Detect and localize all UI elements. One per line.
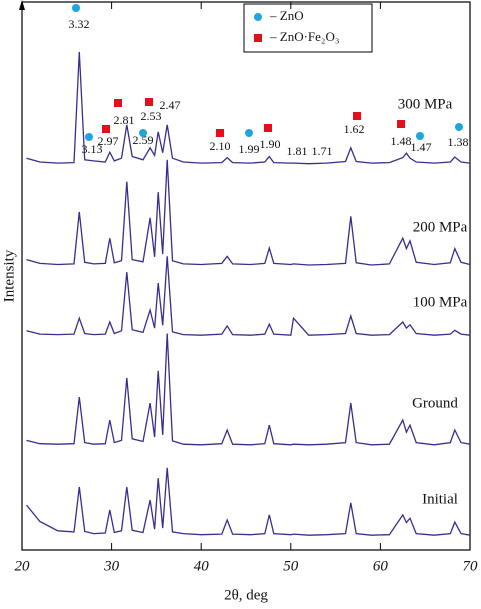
legend-label: – ZnO·Fe₂O₃ bbox=[269, 29, 339, 44]
trace-label: 300 MPa bbox=[398, 96, 453, 112]
trace-label: Initial bbox=[422, 491, 458, 507]
peak-label: 2.97 bbox=[98, 134, 119, 148]
peak-label: 2.53 bbox=[141, 109, 162, 123]
phase-marker bbox=[72, 4, 80, 12]
phase-marker bbox=[102, 125, 110, 133]
legend-label: – ZnO bbox=[269, 8, 304, 23]
legend-box bbox=[243, 3, 373, 53]
peak-label: 3.32 bbox=[69, 17, 90, 31]
phase-marker bbox=[397, 120, 405, 128]
x-tick-label: 40 bbox=[194, 558, 210, 574]
peak-label: 1.48 bbox=[391, 134, 412, 148]
peak-label: 1.99 bbox=[239, 142, 260, 156]
phase-marker bbox=[353, 112, 361, 120]
x-tick-label: 50 bbox=[283, 558, 299, 574]
trace-label: 200 MPa bbox=[413, 219, 468, 235]
trace bbox=[25, 467, 471, 536]
trace bbox=[26, 51, 471, 165]
peak-label: 2.47 bbox=[160, 98, 181, 112]
plot-frame bbox=[21, 1, 471, 551]
trace bbox=[26, 256, 471, 336]
trace bbox=[26, 159, 471, 266]
peak-label: 1.90 bbox=[260, 137, 281, 151]
x-axis-label: 2θ, deg bbox=[224, 587, 268, 603]
peak-label: 1.62 bbox=[344, 122, 365, 136]
phase-marker bbox=[416, 132, 424, 140]
peak-label: 1.38 bbox=[448, 135, 469, 149]
x-tick-label: 20 bbox=[15, 558, 31, 574]
phase-marker bbox=[114, 99, 122, 107]
x-tick-label: 70 bbox=[463, 558, 479, 574]
peak-label: 1.47 bbox=[411, 140, 432, 154]
trace-label: 100 MPa bbox=[413, 294, 468, 310]
phase-marker bbox=[245, 129, 253, 137]
phase-marker bbox=[139, 129, 147, 137]
legend-marker bbox=[254, 13, 262, 21]
peak-label: 2.81 bbox=[114, 113, 135, 127]
phase-marker bbox=[85, 133, 93, 141]
x-tick-label: 30 bbox=[103, 558, 120, 574]
peak-label: 2.59 bbox=[133, 133, 154, 147]
phase-marker bbox=[455, 123, 463, 131]
legend-marker bbox=[254, 34, 262, 42]
phase-marker bbox=[216, 129, 224, 137]
peak-label: 3.13 bbox=[82, 142, 103, 156]
peak-label: 1.81 bbox=[287, 144, 308, 158]
peak-label: 2.10 bbox=[210, 139, 231, 153]
y-axis-label: Intensity bbox=[1, 249, 17, 302]
x-tick-label: 60 bbox=[373, 558, 389, 574]
peak-label: 1.71 bbox=[312, 144, 333, 158]
phase-marker bbox=[145, 98, 153, 106]
trace bbox=[26, 333, 471, 446]
trace-label: Ground bbox=[412, 395, 458, 411]
phase-marker bbox=[264, 124, 272, 132]
